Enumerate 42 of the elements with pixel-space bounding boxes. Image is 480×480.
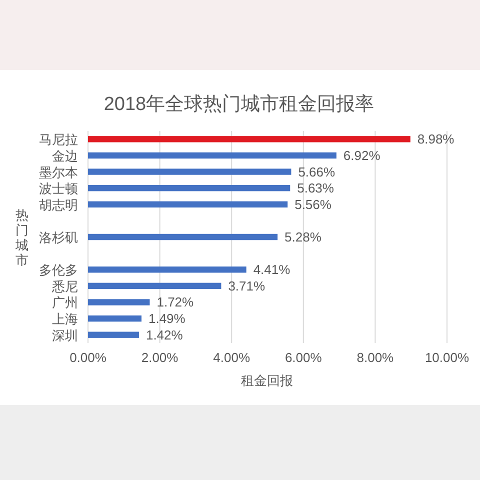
- bar: [88, 332, 139, 338]
- data-label: 1.49%: [148, 311, 186, 326]
- y-tick-label: 多伦多: [39, 262, 78, 278]
- y-tick-label: 墨尔本: [39, 164, 78, 180]
- bar: [88, 266, 246, 273]
- y-tick-label: 金边: [52, 148, 78, 164]
- data-label: 1.42%: [146, 327, 184, 342]
- data-label: 5.66%: [298, 164, 336, 180]
- bar: [88, 184, 290, 192]
- bar: [88, 234, 278, 240]
- y-tick-label: 马尼拉: [39, 132, 78, 148]
- data-label: 6.92%: [343, 148, 381, 163]
- bar: [88, 136, 410, 142]
- y-tick-label: 洛杉矶: [39, 230, 78, 245]
- y-axis-title: 热门城市: [14, 208, 28, 268]
- y-tick-label: 悉尼: [51, 278, 78, 294]
- x-tick-label: 8.00%: [356, 350, 394, 365]
- data-label: 5.63%: [297, 180, 334, 196]
- x-tick-label: 4.00%: [213, 350, 250, 365]
- x-axis-title: 租金回报: [241, 373, 293, 388]
- x-tick-label: 10.00%: [424, 350, 470, 365]
- bar: [88, 168, 292, 175]
- bar: [88, 201, 288, 208]
- data-label: 5.56%: [294, 196, 332, 212]
- data-label: 3.71%: [228, 278, 266, 294]
- bar: [88, 282, 222, 290]
- data-label: 1.72%: [156, 294, 194, 310]
- y-tick-label: 上海: [52, 312, 78, 327]
- data-label: 8.98%: [417, 132, 455, 147]
- x-tick-label: 6.00%: [284, 350, 322, 365]
- y-tick-label: 广州: [52, 295, 78, 310]
- y-tick-label: 深圳: [52, 328, 78, 343]
- y-tick-label: 波士顿: [39, 181, 78, 196]
- bar: [88, 152, 336, 159]
- x-tick-label: 2.00%: [141, 350, 179, 365]
- bar: [88, 315, 142, 322]
- chart-title: 2018年全球热门城市租金回报率: [104, 93, 374, 115]
- bar: [88, 299, 150, 306]
- y-tick-label: 胡志明: [39, 197, 78, 212]
- data-label: 5.28%: [284, 230, 322, 244]
- x-tick-label: 0.00%: [70, 350, 107, 365]
- data-label: 4.41%: [253, 262, 291, 278]
